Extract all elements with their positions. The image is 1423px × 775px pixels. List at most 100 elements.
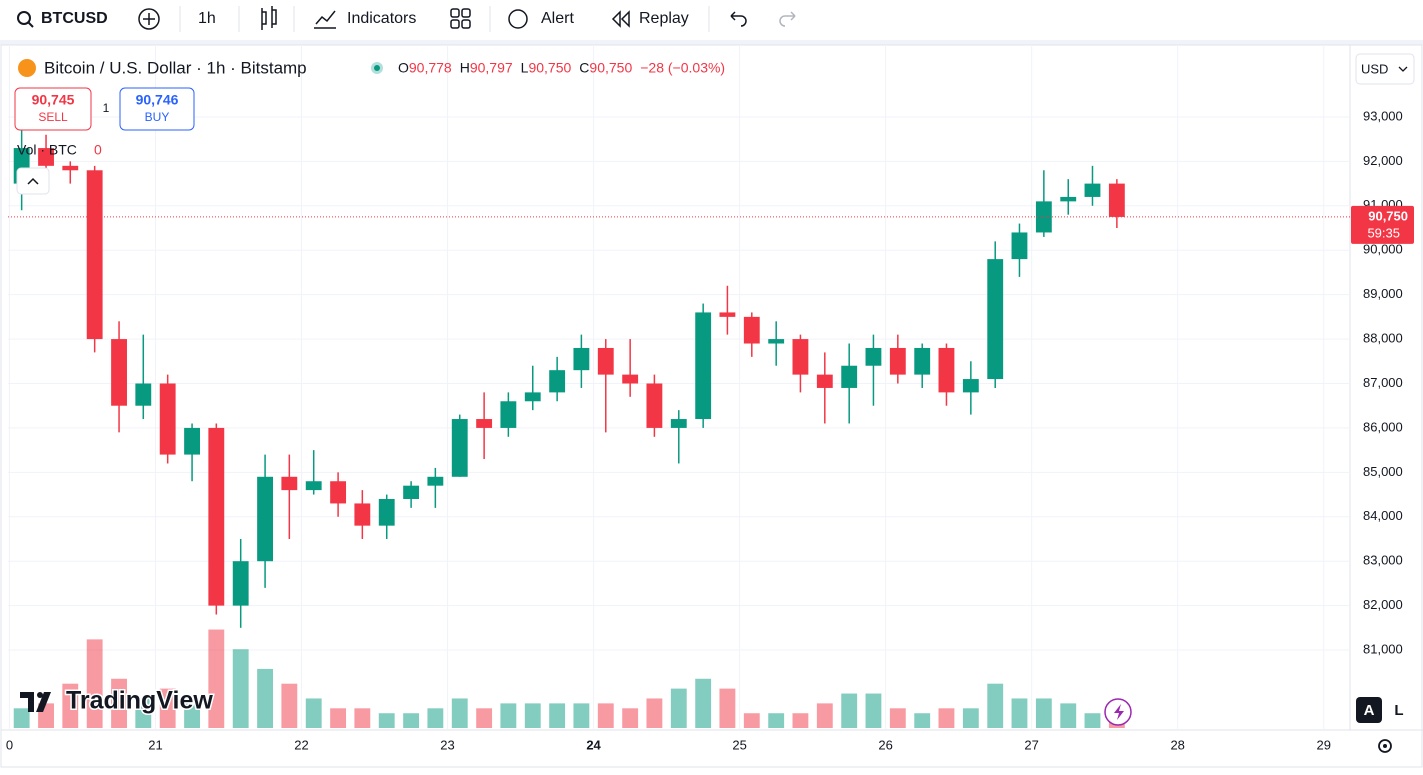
volume-bar bbox=[962, 708, 979, 728]
x-tick-label: 25 bbox=[732, 737, 746, 752]
candle-body bbox=[257, 476, 274, 562]
x-tick-label: 29 bbox=[1316, 737, 1330, 752]
symbol[interactable]: BTCUSD bbox=[41, 10, 108, 27]
y-tick-label: 92,000 bbox=[1363, 153, 1403, 168]
log-scale-label[interactable]: L bbox=[1394, 702, 1403, 719]
candle-body bbox=[865, 347, 882, 366]
last-price-label: 90,750 bbox=[1368, 208, 1408, 223]
volume-bar bbox=[159, 688, 176, 728]
currency: USD bbox=[1361, 61, 1388, 76]
candle-body bbox=[670, 419, 687, 428]
candle-body bbox=[938, 347, 955, 393]
y-tick-label: 85,000 bbox=[1363, 464, 1403, 479]
candle-body bbox=[841, 365, 858, 388]
replay-icon[interactable] bbox=[611, 10, 630, 28]
templates-icon bbox=[461, 8, 471, 18]
settings-icon bbox=[1383, 744, 1387, 748]
legend-value: 90,797 bbox=[470, 60, 513, 76]
volume-bar bbox=[889, 708, 906, 728]
legend-key: C bbox=[579, 60, 589, 76]
redo-button[interactable] bbox=[779, 11, 796, 27]
chart-type-button[interactable] bbox=[261, 6, 277, 30]
candle-body bbox=[208, 427, 225, 606]
candle-body bbox=[524, 392, 541, 402]
candle-body bbox=[38, 148, 54, 166]
x-tick-label: 0 bbox=[6, 737, 13, 752]
collapse-icon bbox=[27, 177, 39, 185]
legend-value: 90,778 bbox=[409, 60, 452, 76]
volume-bar bbox=[622, 708, 639, 728]
sell-button[interactable] bbox=[14, 87, 92, 131]
templates-icon bbox=[461, 19, 471, 29]
candle-body bbox=[1011, 232, 1028, 260]
bitcoin-icon bbox=[18, 59, 36, 77]
logo: TradingView bbox=[66, 687, 213, 715]
y-tick-label: 81,000 bbox=[1363, 641, 1403, 656]
alert-button[interactable]: Alert bbox=[541, 10, 574, 27]
collapse-button[interactable] bbox=[16, 167, 50, 195]
auto-scale-label: A bbox=[1364, 702, 1375, 719]
candle-body bbox=[719, 312, 736, 317]
replay-button[interactable]: Replay bbox=[639, 10, 689, 27]
indicators-button[interactable]: Indicators bbox=[347, 10, 416, 27]
volume-bar bbox=[573, 703, 590, 728]
volume-bar bbox=[427, 708, 444, 728]
y-tick-label: 90,000 bbox=[1363, 242, 1403, 257]
last-price-tag bbox=[1351, 205, 1414, 244]
candle-body bbox=[330, 481, 347, 504]
logo-mark bbox=[20, 692, 51, 712]
volume-bar bbox=[695, 678, 712, 728]
search-icon-handle bbox=[27, 21, 34, 28]
y-tick-label: 84,000 bbox=[1363, 508, 1403, 523]
search-icon[interactable] bbox=[17, 11, 31, 25]
settings-button[interactable] bbox=[1378, 739, 1392, 753]
interval[interactable]: 1h bbox=[198, 10, 216, 27]
candle-body bbox=[792, 339, 809, 375]
undo-button[interactable] bbox=[730, 11, 747, 27]
legend-value: 90,750 bbox=[589, 60, 632, 76]
alert-icon[interactable] bbox=[508, 9, 528, 29]
volume-bar bbox=[1011, 698, 1028, 728]
currency-button[interactable] bbox=[1355, 53, 1415, 85]
candle-body bbox=[159, 383, 176, 455]
candle-body bbox=[695, 312, 712, 420]
buy-button[interactable] bbox=[119, 87, 195, 131]
volume-bar bbox=[841, 693, 858, 728]
separator bbox=[0, 40, 1423, 45]
volume-value: 0 bbox=[94, 142, 102, 158]
add-symbol[interactable] bbox=[138, 8, 160, 30]
sell-label: SELL bbox=[38, 110, 68, 124]
volume-bar bbox=[768, 713, 785, 728]
legend-change: −28 (−0.03%) bbox=[640, 60, 725, 76]
volume-bar bbox=[378, 713, 395, 728]
spread: 1 bbox=[103, 101, 110, 115]
volume-bar bbox=[305, 698, 322, 728]
candle-body bbox=[354, 503, 371, 526]
indicators-icon[interactable] bbox=[314, 10, 336, 29]
candle-body bbox=[646, 383, 663, 428]
candle-body bbox=[768, 339, 785, 344]
volume-bar bbox=[524, 703, 541, 728]
candle-body bbox=[889, 347, 906, 375]
volume-bar bbox=[330, 708, 347, 728]
y-tick-label: 93,000 bbox=[1363, 108, 1403, 123]
countdown: 59:35 bbox=[1367, 225, 1400, 240]
volume-bar bbox=[281, 683, 298, 728]
volume-bar bbox=[354, 708, 371, 728]
volume-bar bbox=[549, 703, 566, 728]
x-tick-label: 27 bbox=[1024, 737, 1038, 752]
volume-bar bbox=[646, 698, 663, 728]
plot bbox=[8, 45, 1350, 730]
candle-body bbox=[184, 427, 200, 455]
buy-price: 90,746 bbox=[136, 92, 179, 108]
candle-body bbox=[135, 383, 152, 406]
chart-frame bbox=[0, 44, 1423, 768]
auto-scale-button[interactable] bbox=[1356, 697, 1382, 723]
candle-body bbox=[403, 485, 420, 500]
templates-button[interactable] bbox=[450, 8, 460, 18]
chart-title: Bitcoin / U.S. Dollar · 1h · Bitstamp bbox=[44, 58, 307, 77]
candle-body bbox=[427, 476, 444, 486]
volume-bar bbox=[865, 693, 882, 728]
